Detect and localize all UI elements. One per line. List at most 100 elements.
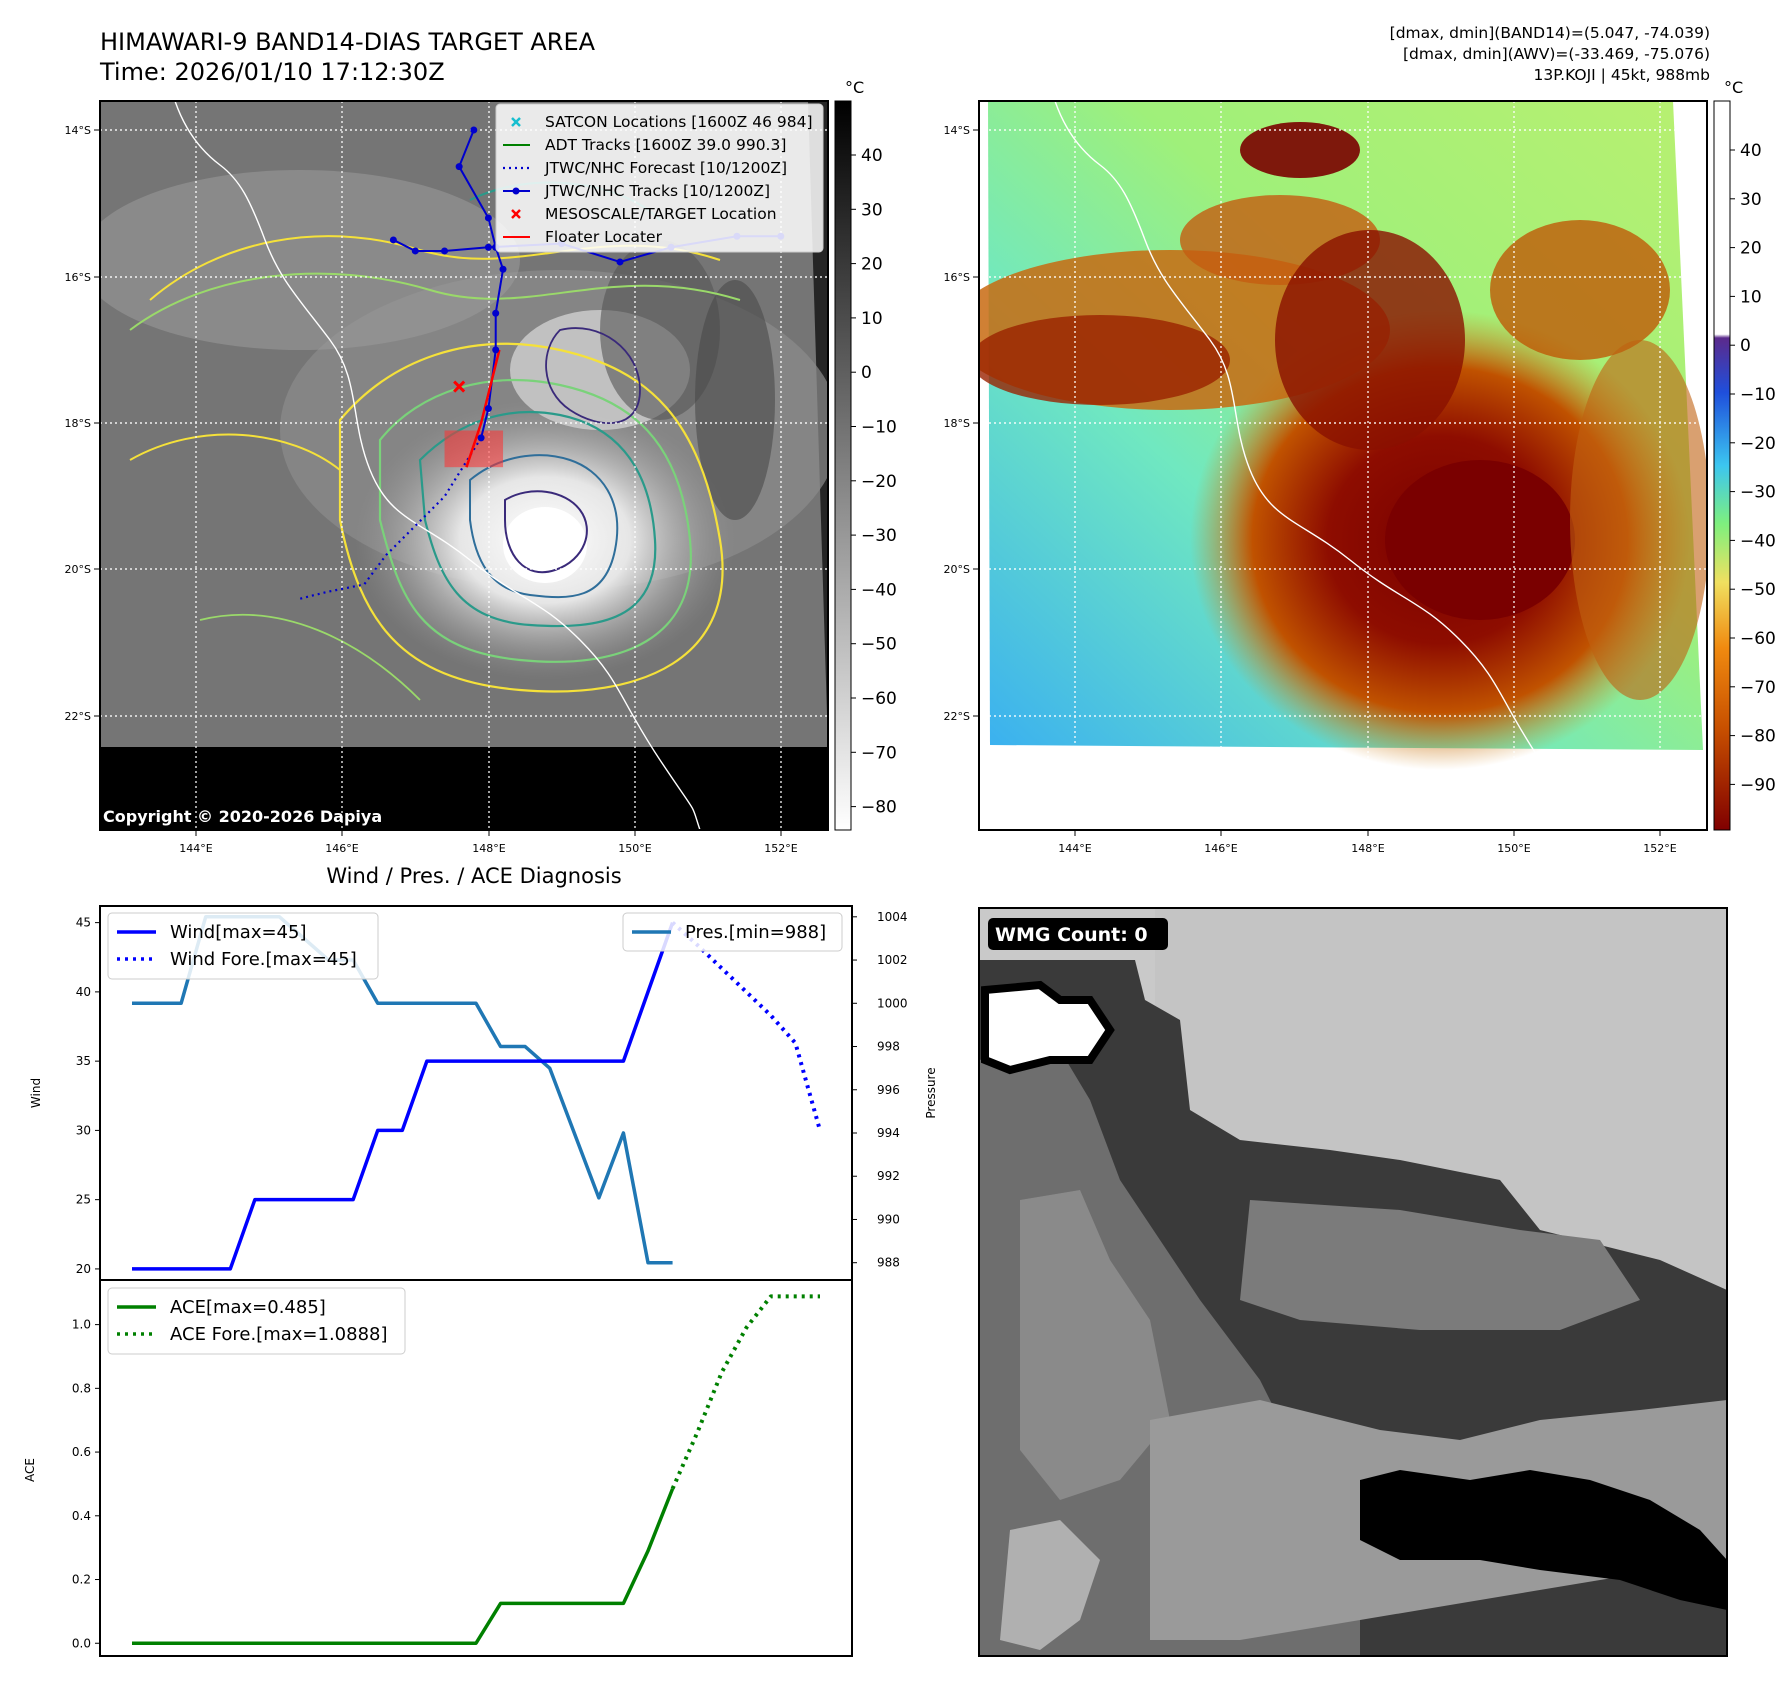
ir-lon-tick-label: 152°E [764, 842, 797, 855]
diagnosis-title: Wind / Pres. / ACE Diagnosis [326, 864, 621, 888]
ir-lat-tick-label: 14°S [65, 124, 91, 137]
wind-axis-tick-label: 45 [76, 916, 91, 930]
awv-colorbar-tick-label: 10 [1740, 287, 1762, 307]
pressure-axis-tick-label: 998 [877, 1040, 900, 1054]
ir-colorbar-tick-label: −10 [861, 418, 897, 438]
awv-colorbar-tick-label: 40 [1740, 141, 1762, 161]
pressure-axis-tick-label: 1002 [877, 953, 908, 967]
wind-axis-tick-label: 35 [76, 1054, 91, 1068]
ir-colorbar-tick-label: 20 [861, 255, 883, 275]
awv-lat-tick-label: 20°S [944, 563, 970, 576]
awv-colorbar-tick-label: 20 [1740, 239, 1762, 259]
ir-colorbar-tick-label: 40 [861, 146, 883, 166]
ace-legend: ACE[max=0.485] ACE Fore.[max=1.0888] [107, 1287, 406, 1355]
ir-colorbar-tick-label: −70 [861, 743, 897, 763]
jtwc-track-point [499, 265, 507, 273]
ir-colorbar-tick-label: −80 [861, 798, 897, 818]
map-legend: SATCON Locations [1600Z 46 984] ADT Track… [495, 103, 824, 253]
ace-forecast-series-line [670, 1294, 820, 1490]
band14-stats: [dmax, dmin](BAND14)=(5.047, -74.039) [1390, 24, 1710, 42]
ace-fore-legend-label: ACE Fore.[max=1.0888] [170, 1324, 388, 1345]
pressure-axis-tick-label: 990 [877, 1212, 900, 1226]
jtwc-track-point [389, 236, 397, 244]
ir-lon-tick-label: 146°E [325, 842, 358, 855]
ace-axis-label: ACE [23, 1458, 37, 1482]
pressure-legend: Pres.[min=988] [622, 912, 843, 952]
wind-axis-tick-label: 40 [76, 985, 91, 999]
awv-colorbar-tick-label: −50 [1740, 580, 1776, 600]
awv-stats: [dmax, dmin](AWV)=(-33.469, -75.076) [1403, 45, 1710, 63]
jtwc-track-point [441, 247, 449, 255]
ir-colorbar-unit: °C [845, 78, 864, 97]
ace-panel: 1.0 0.8 0.6 0.4 0.2 0.0 ACE ACE[max=0.485] AC… [23, 1279, 853, 1657]
jtwc-track-point [616, 258, 624, 266]
map-legend-label: SATCON Locations [1600Z 46 984] [545, 113, 813, 131]
jtwc-track-point [477, 434, 485, 442]
map-legend-label: JTWC/NHC Tracks [10/1200Z] [544, 182, 770, 200]
map-legend-label: JTWC/NHC Forecast [10/1200Z] [544, 159, 787, 177]
figure-title: HIMAWARI-9 BAND14-DIAS TARGET AREA [100, 28, 596, 56]
wind-series-line [132, 922, 675, 1271]
jtwc-track-point [492, 309, 500, 317]
wind-pressure-panel: 45 40 35 30 25 20 1004 1002 1000 998 996 994 992 990… [29, 905, 938, 1281]
wmg-count-label: WMG Count: 0 [995, 924, 1148, 946]
awv-colorbar-tick-label: 0 [1740, 336, 1751, 356]
ir-lon-tick-label: 148°E [472, 842, 505, 855]
awv-lon-tick-label: 150°E [1497, 842, 1530, 855]
awv-lat-tick-label: 16°S [944, 271, 970, 284]
wind-axis-label: Wind [29, 1078, 43, 1108]
ace-axis-tick-label: 0.4 [72, 1509, 91, 1523]
pressure-legend-label: Pres.[min=988] [685, 922, 826, 943]
ace-axis-tick-label: 0.0 [72, 1636, 91, 1650]
awv-lon-tick-label: 144°E [1058, 842, 1091, 855]
cyan-x-marker-icon [511, 117, 521, 127]
storm-info: 13P.KOJI | 45kt, 988mb [1534, 66, 1710, 84]
blue-line-dots-icon [503, 187, 530, 195]
awv-gridlines [979, 101, 1707, 830]
ace-legend-label: ACE[max=0.485] [170, 1297, 326, 1318]
map-legend-label: Floater Locater [545, 228, 663, 246]
pressure-axis-tick-label: 996 [877, 1083, 900, 1097]
ir-colorbar: °C 40 30 20 10 0 −10 −20 −30 −40 −50 −60 −70 −80 [834, 78, 897, 831]
ace-axis-tick-label: 0.2 [72, 1573, 91, 1587]
wind-axis-tick-label: 20 [76, 1262, 91, 1276]
awv-lat-tick-label: 14°S [944, 124, 970, 137]
awv-colorbar-tick-label: −20 [1740, 434, 1776, 454]
ir-lat-tick-label: 16°S [65, 271, 91, 284]
jtwc-track-line [458, 129, 497, 248]
ir-colorbar-tick-label: −20 [861, 472, 897, 492]
ir-colorbar-tick-label: 0 [861, 363, 872, 383]
awv-colorbar-tick-label: −40 [1740, 531, 1776, 551]
jtwc-track-point [484, 214, 492, 222]
ir-lat-tick-label: 22°S [65, 710, 91, 723]
figure-timestamp: Time: 2026/01/10 17:12:30Z [99, 58, 445, 86]
ir-colorbar-tick-label: −50 [861, 635, 897, 655]
ir-lon-tick-label: 150°E [618, 842, 651, 855]
map-legend-label: ADT Tracks [1600Z 39.0 990.3] [545, 136, 786, 154]
awv-lon-tick-label: 152°E [1643, 842, 1676, 855]
awv-colorbar-tick-label: −90 [1740, 775, 1776, 795]
wind-axis-tick-label: 30 [76, 1123, 91, 1137]
pressure-axis-tick-label: 994 [877, 1126, 900, 1140]
jtwc-track-point [411, 247, 419, 255]
copyright-label: Copyright © 2020-2026 Dapiya [103, 807, 382, 826]
jtwc-track-line [480, 246, 505, 439]
jtwc-track-point [484, 243, 492, 251]
wind-legend-label: Wind[max=45] [170, 922, 307, 943]
jtwc-track-point [492, 346, 500, 354]
awv-lat-tick-label: 22°S [944, 710, 970, 723]
pressure-axis-label: Pressure [924, 1067, 938, 1118]
red-x-marker-icon [511, 209, 521, 219]
ace-axis-tick-label: 1.0 [72, 1318, 91, 1332]
ir-colorbar-tick-label: −30 [861, 526, 897, 546]
awv-lon-tick-label: 146°E [1204, 842, 1237, 855]
ir-lon-tick-label: 144°E [179, 842, 212, 855]
map-legend-label: MESOSCALE/TARGET Location [545, 205, 777, 223]
ir-lat-tick-label: 20°S [65, 563, 91, 576]
jtwc-track-point [470, 126, 478, 134]
ir-colorbar-tick-label: 10 [861, 309, 883, 329]
pressure-axis-tick-label: 988 [877, 1256, 900, 1270]
awv-colorbar-tick-label: −10 [1740, 385, 1776, 405]
pressure-axis-tick-label: 1004 [877, 910, 908, 924]
